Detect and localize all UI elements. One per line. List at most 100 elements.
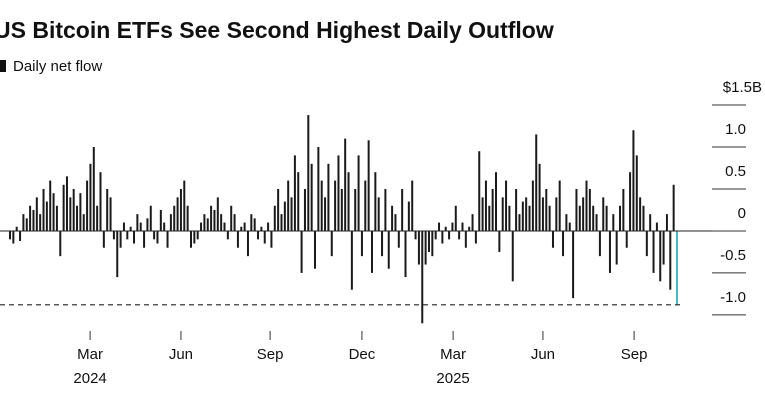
- bar: [89, 163, 92, 231]
- y-tick-label: 0.5: [725, 163, 746, 180]
- bar: [263, 230, 266, 244]
- bar: [642, 205, 645, 231]
- bar: [310, 163, 313, 231]
- bar: [220, 214, 223, 231]
- bar: [347, 172, 350, 231]
- bar: [464, 230, 467, 248]
- bar: [260, 226, 263, 231]
- bar: [76, 205, 79, 231]
- y-tick-label: -0.5: [720, 247, 746, 264]
- bar: [662, 230, 665, 265]
- bar: [585, 180, 588, 231]
- bar: [608, 230, 611, 273]
- bar: [511, 230, 514, 282]
- bar: [528, 205, 531, 231]
- bar: [189, 230, 192, 248]
- bar: [619, 205, 622, 231]
- bar: [39, 214, 42, 231]
- bar: [598, 230, 601, 257]
- x-tick-label: Dec: [349, 346, 376, 363]
- bar: [458, 230, 461, 240]
- bar: [424, 230, 427, 265]
- bar: [340, 188, 343, 231]
- bar: [505, 180, 508, 231]
- bar: [59, 230, 62, 257]
- bar: [253, 218, 256, 231]
- bar: [116, 230, 119, 278]
- bar: [665, 214, 668, 231]
- bar: [401, 188, 404, 231]
- bar: [535, 134, 538, 231]
- bar: [106, 188, 109, 231]
- bar: [139, 222, 142, 231]
- bar: [29, 205, 32, 231]
- bar: [226, 230, 229, 240]
- bar: [72, 188, 75, 231]
- bar: [531, 180, 534, 231]
- bar: [545, 188, 548, 231]
- bar: [565, 214, 568, 231]
- bar: [223, 222, 226, 231]
- bar: [676, 230, 678, 305]
- bar: [156, 230, 159, 244]
- bar: [370, 230, 373, 273]
- bar: [216, 197, 219, 231]
- bar: [92, 147, 95, 231]
- bar: [659, 230, 662, 282]
- bar: [320, 180, 323, 231]
- bar: [582, 197, 585, 231]
- bar: [394, 214, 397, 231]
- bar: [42, 188, 45, 231]
- bar: [555, 197, 558, 231]
- bar: [498, 230, 501, 252]
- bar: [548, 205, 551, 231]
- bar: [468, 226, 471, 231]
- bar: [109, 197, 112, 231]
- bar: [521, 201, 524, 231]
- bar: [615, 230, 618, 265]
- bar: [404, 230, 407, 278]
- legend-label: Daily net flow: [13, 58, 102, 75]
- bar: [441, 230, 444, 244]
- bar: [283, 201, 286, 231]
- bar: [575, 188, 578, 231]
- bar: [538, 163, 541, 231]
- bar: [649, 214, 652, 231]
- bar: [568, 222, 571, 231]
- bar: [354, 188, 357, 231]
- bar: [639, 197, 642, 231]
- bar: [183, 180, 186, 231]
- bar: [126, 230, 129, 240]
- bar: [186, 205, 189, 231]
- bar: [357, 155, 360, 231]
- bar: [176, 197, 179, 231]
- bar: [277, 188, 280, 231]
- x-tick-label: Mar: [77, 346, 103, 363]
- bar: [303, 188, 306, 231]
- bar: [491, 188, 494, 231]
- x-year-label: 2025: [436, 370, 469, 387]
- bar: [112, 230, 115, 240]
- bar: [625, 230, 628, 248]
- bar: [391, 205, 394, 231]
- bar: [213, 209, 216, 231]
- bar: [203, 214, 206, 231]
- bar: [12, 230, 15, 244]
- bar: [461, 222, 464, 231]
- bar: [431, 230, 434, 257]
- bar: [149, 205, 152, 231]
- y-tick-label: -1.0: [720, 289, 746, 306]
- bar: [652, 230, 655, 273]
- bar: [293, 155, 296, 231]
- bar: [367, 140, 370, 231]
- bar: [501, 197, 504, 231]
- bar: [35, 197, 38, 231]
- y-tick-label: 1.0: [725, 121, 746, 138]
- bar: [414, 230, 417, 240]
- bar: [210, 205, 213, 231]
- bar: [22, 214, 25, 231]
- bar: [317, 147, 320, 231]
- bar: [52, 193, 55, 231]
- bar: [515, 188, 518, 231]
